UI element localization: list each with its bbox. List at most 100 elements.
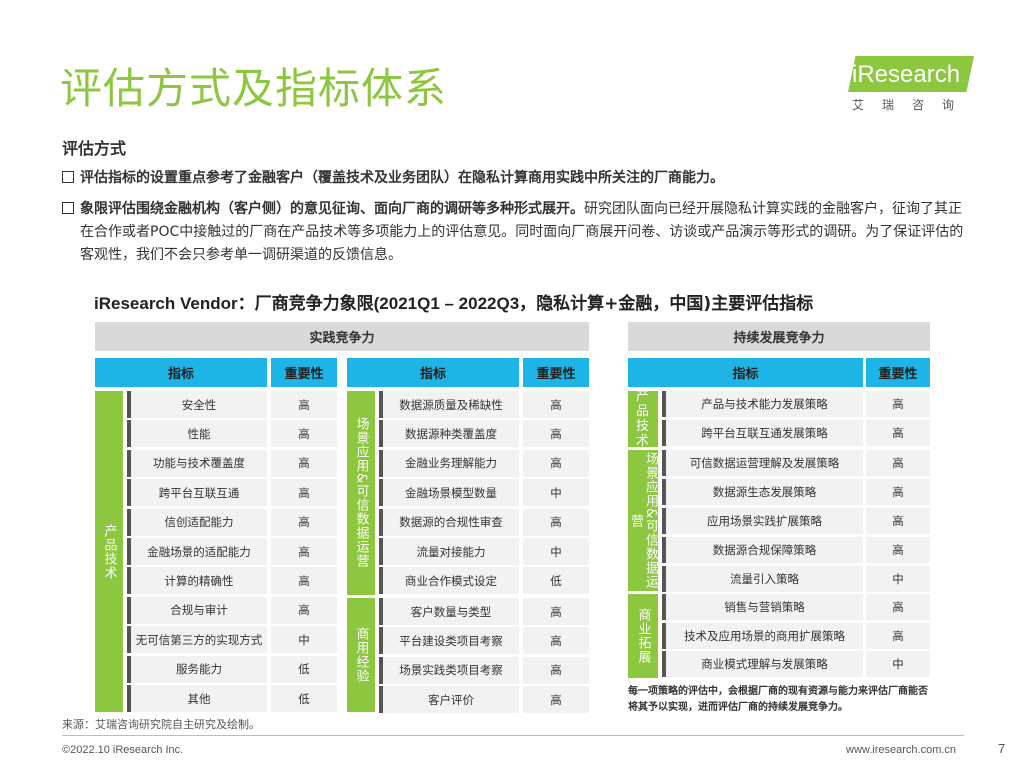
indicator-cell: 金融场景模型数量 <box>379 479 519 507</box>
indicator-cell: 销售与营销策略 <box>662 594 863 620</box>
indicator-cell: 应用场景实践扩展策略 <box>662 508 863 534</box>
indicator-cell: 跨平台互联互通 <box>127 479 267 507</box>
importance-cell: 高 <box>271 596 337 624</box>
importance-cell: 高 <box>523 391 589 418</box>
practice-col-indicator-1: 指标 <box>95 358 267 387</box>
sustain-note: 每一项策略的评估中，会根据厂商的现有资源与能力来评估厂商能否将其予以实现，进而评… <box>628 686 928 713</box>
importance-cell: 高 <box>866 450 930 476</box>
bullet-2-text: 研究团队面向已经开展隐私计算实践的金融客户，征询了其正在合作或者POC中接触过的… <box>80 201 964 263</box>
footer-copyright: ©2022.10 iResearch Inc. <box>62 744 184 756</box>
importance-cell: 高 <box>523 508 589 536</box>
importance-cell: 高 <box>866 508 930 534</box>
indicator-cell: 功能与技术覆盖度 <box>127 449 267 477</box>
indicator-cell: 安全性 <box>127 391 267 418</box>
bullet-1: 评估指标的设置重点参考了金融客户（覆盖技术及业务团队）在隐私计算商用实践中所关注… <box>62 167 972 190</box>
importance-cell: 高 <box>866 479 930 505</box>
importance-cell: 高 <box>866 391 930 417</box>
iresearch-logo: iResearch 艾瑞咨询 <box>848 52 974 114</box>
table-title-cn1: 厂商竞争力象限 <box>254 294 374 314</box>
importance-cell: 高 <box>866 594 930 620</box>
importance-cell: 高 <box>523 420 589 448</box>
importance-cell: 高 <box>523 627 589 655</box>
sustain-header: 持续发展竞争力 <box>628 322 930 351</box>
indicator-cell: 场景实践类项目考察 <box>379 656 519 684</box>
logo-text: iResearch <box>852 61 961 88</box>
practice-header: 实践竞争力 <box>95 322 589 351</box>
bullet-2: 象限评估围绕金融机构（客户侧）的意见征询、面向厂商的调研等多种形式展开。研究团队… <box>62 198 972 267</box>
practice-group-product-tech: 产品技术 <box>95 391 123 712</box>
importance-cell: 高 <box>271 420 337 448</box>
sustain-col-importance: 重要性 <box>866 358 930 387</box>
importance-cell: 高 <box>271 538 337 565</box>
checkbox-icon <box>62 202 74 214</box>
indicator-cell: 跨平台互联互通发展策略 <box>662 420 863 446</box>
importance-cell: 低 <box>523 567 589 595</box>
importance-cell: 高 <box>523 598 589 625</box>
practice-group-scenario: 场景应用&可信数据运营 <box>347 391 375 595</box>
table-title-prefix: iResearch Vendor： <box>94 294 255 313</box>
indicator-cell: 客户评价 <box>379 686 519 714</box>
practice-group-commercial: 商用经验 <box>347 598 375 712</box>
indicator-cell: 数据源合规保障策略 <box>662 537 863 563</box>
indicator-cell: 技术及应用场景的商用扩展策略 <box>662 622 863 649</box>
indicator-cell: 合规与审计 <box>127 596 267 624</box>
practice-col-importance-1: 重要性 <box>271 358 337 387</box>
table-title-mid: (2021Q1 – 2022Q3， <box>373 294 537 313</box>
source-note: 来源：艾瑞咨询研究院自主研究及绘制。 <box>62 718 260 731</box>
importance-cell: 高 <box>866 622 930 649</box>
importance-cell: 中 <box>271 626 337 654</box>
indicator-cell: 数据源种类覆盖度 <box>379 420 519 448</box>
importance-cell: 高 <box>271 508 337 536</box>
section-heading: 评估方式 <box>62 139 127 158</box>
indicator-cell: 流量对接能力 <box>379 538 519 565</box>
indicator-cell: 金融业务理解能力 <box>379 449 519 477</box>
checkbox-icon <box>62 171 74 183</box>
table-title: iResearch Vendor：厂商竞争力象限(2021Q1 – 2022Q3… <box>94 289 813 314</box>
logo-shape <box>848 56 974 92</box>
indicator-cell: 客户数量与类型 <box>379 598 519 625</box>
footer-divider <box>62 735 964 736</box>
indicator-cell: 数据源的合规性审查 <box>379 508 519 536</box>
importance-cell: 中 <box>523 538 589 565</box>
indicator-cell: 商业合作模式设定 <box>379 567 519 595</box>
importance-cell: 中 <box>523 479 589 507</box>
table-title-cn2: 隐私计算+金融，中国)主要评估指标 <box>536 294 814 314</box>
practice-col-indicator-2: 指标 <box>347 358 519 387</box>
practice-col-importance-2: 重要性 <box>523 358 589 387</box>
indicator-cell: 金融场景的适配能力 <box>127 538 267 565</box>
bullet-1-bold: 评估指标的设置重点参考了金融客户（覆盖技术及业务团队）在隐私计算商用实践中所关注… <box>80 170 724 186</box>
indicator-cell: 平台建设类项目考察 <box>379 627 519 655</box>
importance-cell: 高 <box>523 449 589 477</box>
importance-cell: 高 <box>271 449 337 477</box>
importance-cell: 低 <box>271 685 337 712</box>
importance-cell: 高 <box>271 567 337 595</box>
page-title: 评估方式及指标体系 <box>60 64 448 113</box>
indicator-cell: 计算的精确性 <box>127 567 267 595</box>
importance-cell: 中 <box>866 566 930 592</box>
sustain-group-scenario: 场景应用&可信数据运营 <box>628 450 658 591</box>
importance-cell: 高 <box>523 656 589 684</box>
sustain-col-indicator: 指标 <box>628 358 863 387</box>
sustain-group-product-tech: 产品技术 <box>628 389 658 449</box>
importance-cell: 高 <box>271 391 337 418</box>
indicator-cell: 流量引入策略 <box>662 566 863 592</box>
indicator-cell: 数据源生态发展策略 <box>662 479 863 505</box>
indicator-cell: 可信数据运营理解及发展策略 <box>662 450 863 476</box>
logo-subtitle: 艾瑞咨询 <box>852 98 973 112</box>
indicator-cell: 商业模式理解与发展策略 <box>662 651 863 677</box>
indicator-cell: 无可信第三方的实现方式 <box>127 626 267 654</box>
importance-cell: 中 <box>866 651 930 677</box>
importance-cell: 高 <box>523 686 589 714</box>
footer-website: www.iresearch.com.cn <box>846 744 957 756</box>
sustain-group-business: 商业拓展 <box>628 594 658 678</box>
indicator-cell: 其他 <box>127 685 267 712</box>
indicator-cell: 服务能力 <box>127 655 267 683</box>
importance-cell: 低 <box>271 655 337 683</box>
indicator-cell: 性能 <box>127 420 267 448</box>
page-number: 7 <box>998 741 1006 756</box>
importance-cell: 高 <box>866 537 930 563</box>
bullet-2-bold: 象限评估围绕金融机构（客户侧）的意见征询、面向厂商的调研等多种形式展开。 <box>80 201 584 217</box>
importance-cell: 高 <box>866 420 930 446</box>
indicator-cell: 产品与技术能力发展策略 <box>662 391 863 417</box>
indicator-cell: 数据源质量及稀缺性 <box>379 391 519 418</box>
